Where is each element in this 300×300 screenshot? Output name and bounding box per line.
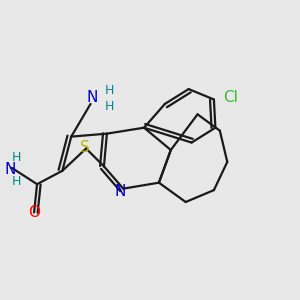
Text: H: H — [105, 84, 115, 97]
Text: O: O — [28, 205, 40, 220]
Text: N: N — [115, 184, 126, 199]
Text: H: H — [105, 100, 115, 113]
Text: H: H — [12, 151, 21, 164]
Text: N: N — [86, 91, 98, 106]
Text: N: N — [4, 162, 16, 177]
Text: S: S — [80, 140, 89, 154]
Text: Cl: Cl — [223, 91, 238, 106]
Text: H: H — [12, 175, 21, 188]
